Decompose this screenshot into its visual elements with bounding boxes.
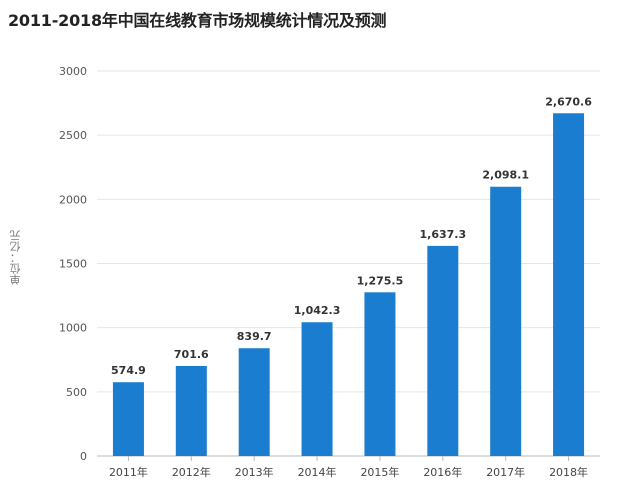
x-tick-label: 2018年 bbox=[549, 465, 588, 479]
bars-layer bbox=[112, 113, 585, 456]
y-tick-label: 0 bbox=[80, 450, 87, 463]
bar bbox=[427, 245, 459, 456]
y-tick-label: 2000 bbox=[59, 193, 87, 206]
y-tick-label: 500 bbox=[66, 386, 87, 399]
data-label: 1,637.3 bbox=[419, 228, 466, 241]
x-tick-label: 2013年 bbox=[235, 465, 274, 479]
data-label: 1,275.5 bbox=[357, 274, 404, 287]
x-tick-label: 2012年 bbox=[172, 465, 211, 479]
y-tick-label: 1000 bbox=[59, 322, 87, 335]
bar bbox=[490, 186, 522, 456]
x-tick-label: 2015年 bbox=[360, 465, 399, 479]
bar bbox=[364, 292, 396, 456]
bar bbox=[301, 322, 333, 456]
y-tick-label: 1500 bbox=[59, 258, 87, 271]
y-tick-label: 2500 bbox=[59, 129, 87, 142]
bar bbox=[238, 348, 270, 456]
data-label: 574.9 bbox=[111, 364, 146, 377]
x-tick-label: 2017年 bbox=[486, 465, 525, 479]
data-label: 2,098.1 bbox=[482, 169, 529, 182]
x-tick-label: 2016年 bbox=[423, 465, 462, 479]
x-tick-label: 2014年 bbox=[298, 465, 337, 479]
x-tick-label: 2011年 bbox=[109, 465, 148, 479]
bar bbox=[553, 113, 585, 456]
chart-title: 2011-2018年中国在线教育市场规模统计情况及预测 bbox=[8, 11, 387, 30]
bar bbox=[175, 365, 207, 456]
bar bbox=[112, 382, 144, 456]
grid-layer bbox=[97, 70, 600, 461]
data-label: 701.6 bbox=[174, 348, 209, 361]
data-label: 1,042.3 bbox=[294, 304, 341, 317]
labels-layer: 0 500 1000 1500 2000 2500 3000 574.9 2011年 701.6 2… bbox=[59, 65, 592, 479]
y-tick-label: 3000 bbox=[59, 65, 87, 78]
data-label: 839.7 bbox=[237, 330, 272, 343]
data-label: 2,670.6 bbox=[545, 95, 592, 108]
